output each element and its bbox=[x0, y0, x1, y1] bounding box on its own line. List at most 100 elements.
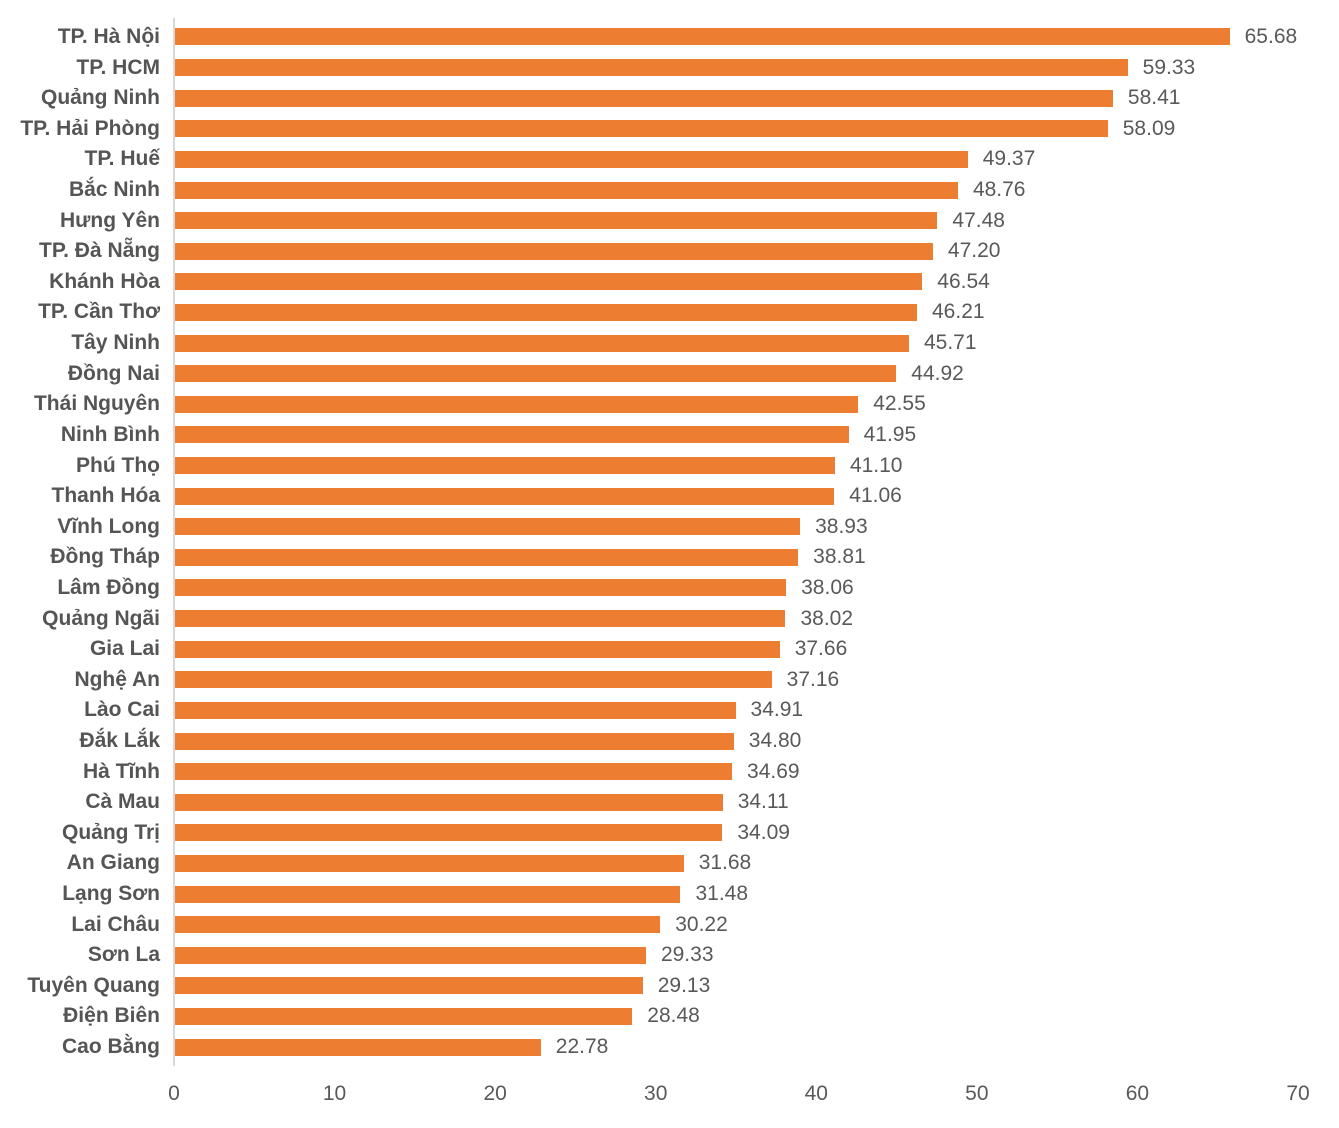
category-label: Quảng Trị bbox=[61, 820, 160, 844]
value-label: 58.41 bbox=[1127, 86, 1181, 110]
bar-track: 46.54 bbox=[175, 270, 1299, 293]
x-axis-tick-label: 70 bbox=[1286, 1082, 1310, 1105]
bar-track: 37.16 bbox=[175, 668, 1299, 691]
category-label: TP. Huế bbox=[84, 147, 160, 171]
value-label: 47.48 bbox=[952, 208, 1005, 232]
x-axis-tick-label: 50 bbox=[965, 1082, 989, 1105]
bar-row: Điện Biên 28.48 bbox=[0, 1001, 1339, 1032]
bar bbox=[175, 242, 933, 260]
bar bbox=[175, 212, 938, 230]
value-label: 42.55 bbox=[873, 392, 926, 416]
bar-track: 42.55 bbox=[175, 392, 1299, 415]
value-label: 41.10 bbox=[849, 453, 903, 477]
category-label: TP. Cần Thơ bbox=[38, 300, 160, 324]
category-label: TP. HCM bbox=[76, 55, 160, 79]
bar bbox=[175, 548, 799, 566]
bar-row: Lâm Đồng 38.06 bbox=[0, 573, 1339, 604]
bar-row: TP. Hà Nội 65.68 bbox=[0, 22, 1339, 53]
value-label: 34.69 bbox=[747, 759, 800, 783]
bar-row: Cà Mau 34.11 bbox=[0, 787, 1339, 818]
bar-row: Quảng Ngãi 38.02 bbox=[0, 603, 1339, 634]
bar-row: Tây Ninh 45.71 bbox=[0, 328, 1339, 359]
bar-track: 65.68 bbox=[175, 25, 1299, 48]
bar-track: 41.06 bbox=[175, 484, 1299, 507]
bar-row: Lào Cai 34.91 bbox=[0, 695, 1339, 726]
bar-track: 47.20 bbox=[175, 239, 1299, 262]
category-label: An Giang bbox=[66, 851, 160, 875]
bar bbox=[175, 854, 684, 872]
bar bbox=[175, 426, 849, 444]
category-label: Tây Ninh bbox=[71, 331, 160, 355]
category-label: Ninh Bình bbox=[60, 422, 160, 446]
value-label: 65.68 bbox=[1244, 24, 1298, 48]
bar bbox=[175, 701, 736, 719]
value-label: 47.20 bbox=[947, 239, 1001, 263]
bar-row: Lai Châu 30.22 bbox=[0, 909, 1339, 940]
value-label: 58.09 bbox=[1122, 116, 1176, 140]
bar-row: Đồng Nai 44.92 bbox=[0, 358, 1339, 389]
bar-track: 34.09 bbox=[175, 821, 1299, 844]
x-axis-tick-label: 10 bbox=[322, 1082, 347, 1105]
bar-row: An Giang 31.68 bbox=[0, 848, 1339, 879]
value-label: 38.81 bbox=[813, 545, 866, 569]
bar-track: 30.22 bbox=[175, 913, 1299, 936]
bar bbox=[175, 1038, 541, 1056]
bar bbox=[175, 150, 968, 168]
category-label: TP. Hải Phòng bbox=[20, 116, 160, 140]
bar bbox=[175, 732, 734, 750]
value-label: 45.71 bbox=[923, 331, 977, 355]
bar-track: 58.09 bbox=[175, 117, 1299, 140]
bar-track: 34.11 bbox=[175, 790, 1299, 813]
bar bbox=[175, 120, 1108, 138]
category-label: Lai Châu bbox=[71, 912, 160, 936]
bar-track: 34.80 bbox=[175, 729, 1299, 752]
x-axis-tick-label: 20 bbox=[483, 1082, 507, 1105]
category-label: Đắk Lắk bbox=[79, 729, 160, 752]
category-label: Quảng Ngãi bbox=[42, 606, 160, 630]
bar-row: Vĩnh Long 38.93 bbox=[0, 511, 1339, 542]
category-label: Thái Nguyên bbox=[33, 392, 160, 416]
bar-row: Khánh Hòa 46.54 bbox=[0, 267, 1339, 298]
value-label: 30.22 bbox=[675, 912, 728, 936]
category-label: Lâm Đồng bbox=[57, 575, 160, 599]
category-label: Lào Cai bbox=[84, 698, 160, 722]
bar-row: Tuyên Quang 29.13 bbox=[0, 971, 1339, 1002]
bar-row: Gia Lai 37.66 bbox=[0, 634, 1339, 665]
bar-track: 38.02 bbox=[175, 607, 1299, 630]
value-label: 41.95 bbox=[863, 422, 917, 446]
value-label: 29.33 bbox=[660, 943, 714, 967]
bar-track: 31.48 bbox=[175, 882, 1299, 905]
category-label: Đồng Tháp bbox=[50, 545, 160, 569]
bar-row: TP. Cần Thơ 46.21 bbox=[0, 297, 1339, 328]
category-label: Cà Mau bbox=[85, 790, 160, 814]
value-label: 46.21 bbox=[932, 300, 985, 324]
value-label: 29.13 bbox=[657, 973, 711, 997]
bar-row: TP. HCM 59.33 bbox=[0, 52, 1339, 83]
value-label: 48.76 bbox=[972, 178, 1026, 202]
value-label: 31.68 bbox=[698, 851, 752, 875]
bar-row: Cao Bằng 22.78 bbox=[0, 1032, 1339, 1063]
value-label: 34.11 bbox=[737, 790, 789, 814]
bar-row: Quảng Trị 34.09 bbox=[0, 818, 1339, 849]
bar bbox=[175, 793, 723, 811]
category-label: Sơn La bbox=[87, 943, 160, 967]
bar bbox=[175, 395, 859, 413]
x-axis-tick-label: 30 bbox=[644, 1082, 668, 1105]
bar bbox=[175, 518, 801, 536]
bar-track: 31.68 bbox=[175, 851, 1299, 874]
bar bbox=[175, 824, 723, 842]
bar-track: 41.10 bbox=[175, 454, 1299, 477]
bar-track: 48.76 bbox=[175, 178, 1299, 201]
bar-row: Hà Tĩnh 34.69 bbox=[0, 756, 1339, 787]
y-axis-line bbox=[173, 18, 175, 1066]
bar bbox=[175, 579, 787, 597]
bar bbox=[175, 946, 646, 964]
bar-row: Thanh Hóa 41.06 bbox=[0, 481, 1339, 512]
bar bbox=[175, 89, 1113, 107]
category-label: Hà Tĩnh bbox=[83, 759, 160, 783]
x-axis-tick-label: 40 bbox=[804, 1082, 828, 1105]
bar bbox=[175, 610, 786, 628]
bar-row: Bắc Ninh 48.76 bbox=[0, 175, 1339, 206]
bar-row: TP. Huế 49.37 bbox=[0, 144, 1339, 175]
